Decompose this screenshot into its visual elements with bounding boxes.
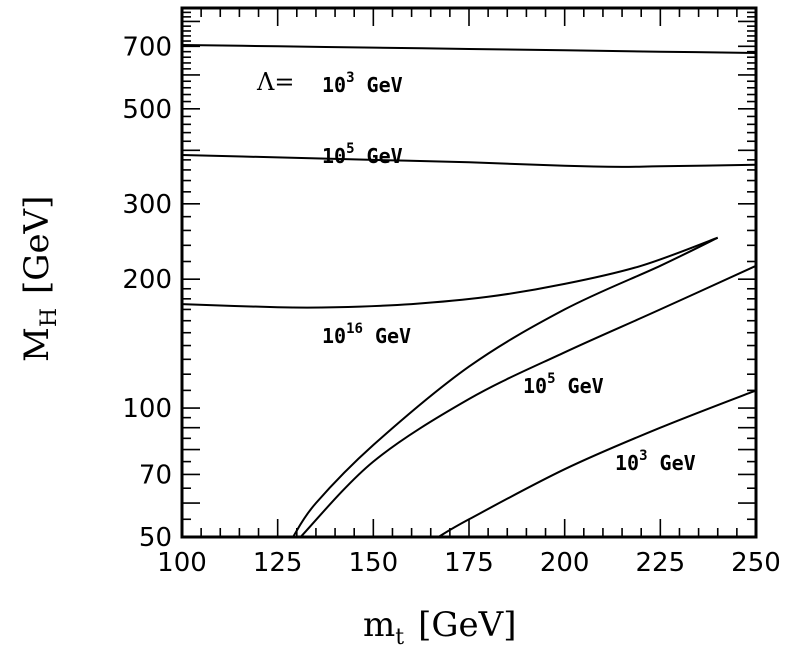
x-axis-title: mt [GeV]	[363, 605, 516, 648]
annotation-1e5-upper: 105 GeV	[322, 141, 403, 168]
y-tick-label: 500	[122, 95, 172, 125]
x-tick-label: 150	[349, 548, 399, 578]
series-line-6	[437, 389, 757, 538]
y-tick-label: 200	[122, 265, 172, 295]
x-tick-label: 200	[540, 548, 590, 578]
tick-labels: 100 125 150 175 200 225 250 50 70 100 200 300 500 700	[122, 32, 780, 578]
x-tick-label: 125	[253, 548, 303, 578]
series-line-2	[181, 154, 757, 168]
series-line-4	[292, 236, 719, 538]
y-tick-label: 700	[122, 32, 172, 62]
annotation-1e3-upper: 103 GeV	[322, 70, 403, 97]
annotation-1e16: 1016 GeV	[322, 321, 411, 348]
y-axis-title: MH[GeV]	[17, 196, 62, 362]
x-tick-label: 175	[444, 548, 494, 578]
series-line-1	[181, 44, 757, 54]
x-tick-label: 100	[157, 548, 207, 578]
series-curves	[181, 44, 757, 538]
series-line-3	[181, 236, 719, 309]
lambda-label: Λ=	[256, 68, 294, 96]
y-tick-label: 300	[122, 190, 172, 220]
x-tick-label: 250	[731, 548, 781, 578]
y-tick-label: 70	[139, 460, 172, 490]
annotation-1e5-lower: 105 GeV	[523, 371, 604, 398]
y-tick-label: 100	[122, 394, 172, 424]
plot-frame	[180, 6, 758, 539]
series-line-5	[299, 264, 757, 538]
y-tick-label: 50	[139, 523, 172, 553]
annotation-1e3-lower: 103 GeV	[615, 448, 696, 475]
x-tick-label: 225	[636, 548, 686, 578]
